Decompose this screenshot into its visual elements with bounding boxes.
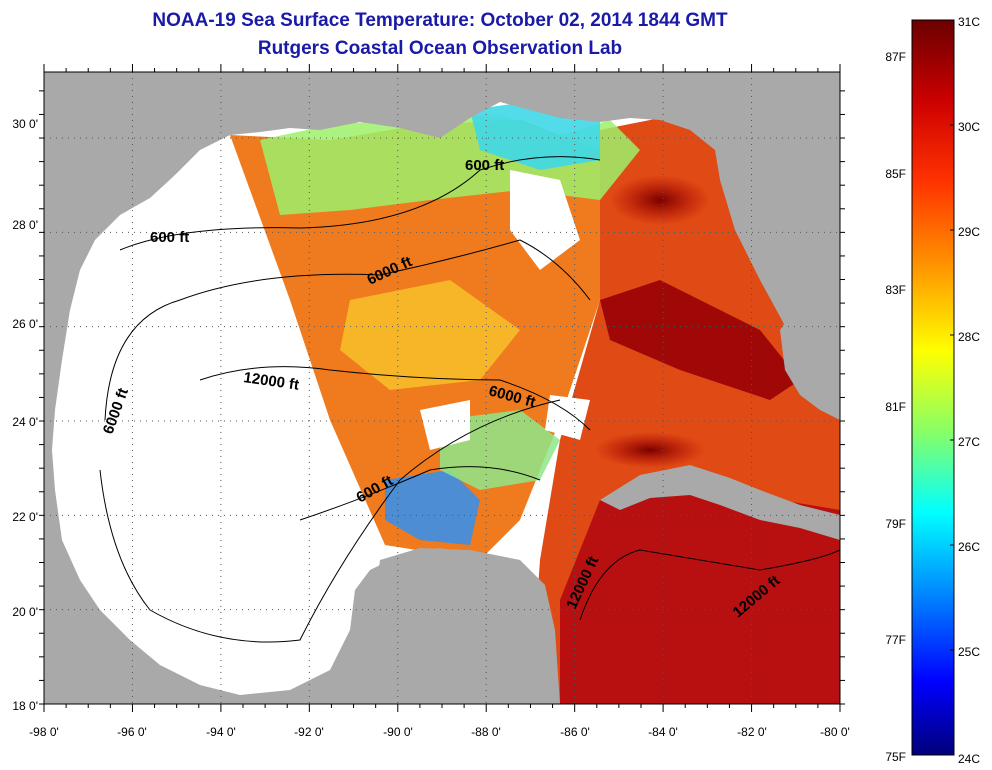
lon-tick-label: -90 0' <box>383 725 413 739</box>
celsius-label: 28C <box>958 330 980 344</box>
lat-tick-label: 18 0' <box>12 699 38 713</box>
land-cuba <box>600 465 840 540</box>
lat-tick-label: 26 0' <box>12 317 38 331</box>
depth-contours <box>99 156 840 643</box>
contour-600ft <box>119 156 601 251</box>
contour-6000ft-south <box>99 399 561 643</box>
contour-label: 600 ft <box>150 229 189 246</box>
fahrenheit-label: 75F <box>885 750 906 764</box>
lon-tick-label: -96 0' <box>117 725 147 739</box>
fahrenheit-label: 85F <box>885 167 906 181</box>
lat-tick-label: 28 0' <box>12 218 38 232</box>
sst-hot-loop <box>600 280 800 400</box>
land-yucatan <box>360 548 560 704</box>
contour-label: 600 ft <box>465 157 504 174</box>
fahrenheit-label: 79F <box>885 517 906 531</box>
lon-tick-label: -84 0' <box>648 725 678 739</box>
contour-600ft-yucatan <box>299 466 541 521</box>
lat-tick-label: 30 0' <box>12 117 38 131</box>
sst-hotspot-yucatan <box>595 432 705 468</box>
map-subtitle: Rutgers Coastal Ocean Observation Lab <box>257 38 623 59</box>
lat-tick-label: 22 0' <box>12 510 38 524</box>
fahrenheit-label: 87F <box>885 50 906 64</box>
temperature-colorbar: 31C 30C 29C 28C 27C 26C 25C 24C 87F 85F … <box>885 15 980 766</box>
map-title: NOAA-19 Sea Surface Temperature: October… <box>152 10 728 31</box>
lon-tick-label: -94 0' <box>206 725 236 739</box>
contour-6000ft <box>104 239 591 421</box>
cloud-gap <box>510 170 580 270</box>
colorbar-ticks <box>950 19 954 756</box>
land-florida <box>760 72 840 420</box>
celsius-label: 31C <box>958 15 980 29</box>
contour-12000ft <box>199 366 591 431</box>
fahrenheit-label: 81F <box>885 400 906 414</box>
lon-axis-labels: -98 0' -96 0' -94 0' -92 0' -90 0' -88 0… <box>29 725 850 739</box>
cloud-gap <box>420 400 470 450</box>
celsius-label: 29C <box>958 225 980 239</box>
cloud-gap <box>545 395 590 440</box>
fahrenheit-label: 77F <box>885 633 906 647</box>
fahrenheit-label: 83F <box>885 283 906 297</box>
colorbar-fahrenheit-labels: 87F 85F 83F 81F 79F 77F 75F <box>885 50 906 764</box>
axis-ticks <box>39 64 845 712</box>
celsius-label: 26C <box>958 540 980 554</box>
lat-tick-label: 20 0' <box>12 605 38 619</box>
map-area: 600 ft 600 ft 600 ft 6000 ft 6000 ft 600… <box>44 72 840 704</box>
colorbar-celsius-labels: 31C 30C 29C 28C 27C 26C 25C 24C <box>958 15 980 766</box>
sst-yellow-patch <box>340 280 520 390</box>
lat-lon-grid <box>44 72 840 704</box>
contour-12000ft-caribbean <box>579 549 840 621</box>
celsius-label: 30C <box>958 120 980 134</box>
lon-tick-label: -82 0' <box>737 725 767 739</box>
lon-tick-label: -86 0' <box>560 725 590 739</box>
sst-blue-patch <box>385 470 480 545</box>
lon-tick-label: -88 0' <box>471 725 501 739</box>
lon-tick-label: -98 0' <box>29 725 59 739</box>
colorbar-gradient <box>911 19 955 756</box>
sst-hotspot-north <box>610 175 710 225</box>
celsius-label: 24C <box>958 752 980 766</box>
lat-tick-label: 24 0' <box>12 415 38 429</box>
celsius-label: 27C <box>958 435 980 449</box>
sst-hot-caribbean <box>560 490 840 704</box>
lat-axis-labels: 30 0' 28 0' 26 0' 24 0' 22 0' 20 0' 18 0… <box>12 117 38 713</box>
celsius-label: 25C <box>958 645 980 659</box>
lon-tick-label: -80 0' <box>820 725 850 739</box>
lon-tick-label: -92 0' <box>294 725 324 739</box>
